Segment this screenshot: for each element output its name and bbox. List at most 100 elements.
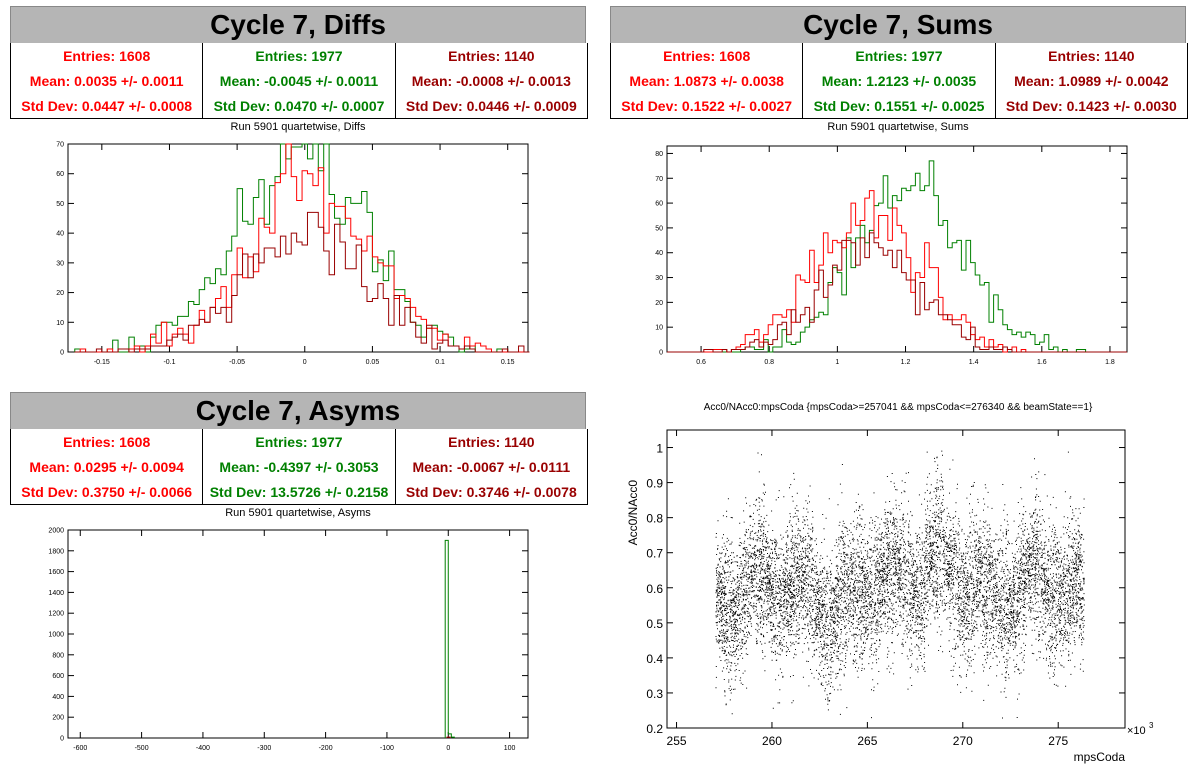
sums-stats-box: Entries: 1608 Mean: 1.0873 +/- 0.0038 St… bbox=[610, 43, 1188, 119]
stat-mean: Mean: 1.0989 +/- 0.0042 bbox=[1014, 72, 1169, 89]
y-tick-label: 0 bbox=[659, 350, 663, 357]
x-tick-label: 1.2 bbox=[901, 359, 911, 366]
y-tick-label: 50 bbox=[655, 225, 663, 232]
stat-entries: Entries: 1140 bbox=[448, 433, 535, 450]
scatter-plot: 255 260 265 270 275 0.2 0.3 0.4 0.5 0.6 0.7 0.8 0.9 1… bbox=[626, 429, 1154, 764]
x-tick-label: 270 bbox=[953, 734, 973, 748]
y-tick-label: 0.8 bbox=[646, 512, 663, 526]
plot-frame bbox=[67, 529, 529, 739]
y-tick-label: 30 bbox=[655, 275, 663, 282]
x-tick-label: -200 bbox=[319, 745, 333, 752]
x-tick-label: 0 bbox=[446, 745, 450, 752]
stat-entries: Entries: 1140 bbox=[448, 47, 535, 64]
y-tick-label: 0.5 bbox=[646, 617, 663, 631]
histogram-series-green bbox=[444, 539, 455, 738]
stat-entries: Entries: 1608 bbox=[63, 433, 151, 450]
stat-std: Std Dev: 0.0470 +/- 0.0007 bbox=[213, 97, 385, 114]
x-tick-label: 1.6 bbox=[1037, 359, 1047, 366]
histogram-series-2 bbox=[667, 190, 1127, 353]
sums-title: Cycle 7, Sums bbox=[610, 6, 1186, 44]
y-tick-label: 20 bbox=[655, 300, 663, 307]
y-axis-label: Acc0/NAcc0 bbox=[626, 480, 640, 546]
y-tick-label: 200 bbox=[52, 715, 64, 722]
asyms-stats-col-3: Entries: 1140 Mean: -0.0067 +/- 0.0111 S… bbox=[396, 429, 587, 504]
sums-stats-col-3: Entries: 1140 Mean: 1.0989 +/- 0.0042 St… bbox=[996, 43, 1187, 118]
asyms-subtitle: Run 5901 quartetwise, Asyms bbox=[225, 507, 371, 519]
y-tick-label: 0 bbox=[60, 736, 64, 743]
x-tick-label: 0.15 bbox=[501, 359, 515, 366]
y-tick-label: 0.7 bbox=[646, 547, 663, 561]
y-tick-label: 40 bbox=[56, 231, 64, 238]
plot-frame bbox=[666, 429, 1126, 729]
x-tick-label: -600 bbox=[73, 745, 87, 752]
x-tick-label: 0.1 bbox=[435, 359, 445, 366]
y-tick-label: 10 bbox=[655, 325, 663, 332]
stat-std: Std Dev: 13.5726 +/- 0.2158 bbox=[209, 483, 389, 500]
diffs-subtitle: Run 5901 quartetwise, Diffs bbox=[230, 121, 366, 133]
x-tick-label: 1 bbox=[835, 359, 839, 366]
scatter-points bbox=[715, 450, 1085, 719]
stat-std: Std Dev: 0.3746 +/- 0.0078 bbox=[405, 483, 577, 500]
x-tick-label: -400 bbox=[196, 745, 210, 752]
x-tick-label: 100 bbox=[504, 745, 516, 752]
sums-stats-col-1: Entries: 1608 Mean: 1.0873 +/- 0.0038 St… bbox=[611, 43, 804, 118]
y-tick-label: 0 bbox=[60, 350, 64, 357]
stat-std: Std Dev: 0.0446 +/- 0.0009 bbox=[405, 97, 577, 114]
stat-mean: Mean: 0.0035 +/- 0.0011 bbox=[29, 72, 184, 89]
y-tick-label: 50 bbox=[56, 201, 64, 208]
stat-entries: Entries: 1977 bbox=[855, 47, 943, 64]
y-tick-label: 1000 bbox=[48, 632, 64, 639]
stat-std: Std Dev: 0.0447 +/- 0.0008 bbox=[21, 97, 193, 114]
x-tick-label: -500 bbox=[135, 745, 149, 752]
y-tick-label: 80 bbox=[655, 151, 663, 158]
stat-std: Std Dev: 0.3750 +/- 0.0066 bbox=[21, 483, 193, 500]
y-tick-label: 60 bbox=[56, 171, 64, 178]
stat-mean: Mean: -0.0008 +/- 0.0013 bbox=[411, 72, 571, 89]
x-tick-label: 1.8 bbox=[1105, 359, 1115, 366]
diffs-title: Cycle 7, Diffs bbox=[10, 6, 586, 44]
x-tick-label: 0.6 bbox=[696, 359, 706, 366]
x-tick-label: 0 bbox=[303, 359, 307, 366]
stat-mean: Mean: 1.2123 +/- 0.0035 bbox=[821, 72, 977, 89]
plot-frame bbox=[666, 145, 1128, 353]
y-tick-label: 1200 bbox=[48, 611, 64, 618]
y-tick-label: 2000 bbox=[48, 528, 64, 535]
histogram-series-3 bbox=[667, 232, 1127, 353]
x-tick-label: -100 bbox=[380, 745, 394, 752]
histogram-series-3 bbox=[74, 211, 530, 353]
y-tick-label: 60 bbox=[655, 201, 663, 208]
y-tick-label: 600 bbox=[52, 673, 64, 680]
x-tick-label: -0.05 bbox=[229, 359, 245, 366]
histogram-series-darkred bbox=[446, 736, 451, 738]
x-tick-label: 0.8 bbox=[764, 359, 774, 366]
x-tick-label: -300 bbox=[257, 745, 271, 752]
y-tick-label: 800 bbox=[52, 652, 64, 659]
y-tick-label: 0.3 bbox=[646, 687, 663, 701]
diffs-stats-col-3: Entries: 1140 Mean: -0.0008 +/- 0.0013 S… bbox=[396, 43, 587, 118]
x-tick-label: 260 bbox=[762, 734, 782, 748]
y-tick-label: 10 bbox=[56, 320, 64, 327]
asyms-title: Cycle 7, Asyms bbox=[10, 392, 586, 430]
x-axis-exponent: ×10 bbox=[1127, 725, 1146, 737]
y-tick-label: 0.2 bbox=[646, 722, 663, 736]
diffs-stats-col-1: Entries: 1608 Mean: 0.0035 +/- 0.0011 St… bbox=[11, 43, 204, 118]
diffs-histogram: -0.15 -0.1 -0.05 0 0.05 0.1 0.15 0 10 20 30 40 50 60 7… bbox=[56, 142, 530, 366]
stat-entries: Entries: 1140 bbox=[1048, 47, 1135, 64]
y-tick-label: 70 bbox=[56, 142, 64, 149]
x-tick-label: 0.05 bbox=[366, 359, 380, 366]
diffs-stats-box: Entries: 1608 Mean: 0.0035 +/- 0.0011 St… bbox=[10, 43, 588, 119]
x-axis-exponent-power: 3 bbox=[1149, 721, 1154, 730]
stat-entries: Entries: 1608 bbox=[63, 47, 151, 64]
y-tick-label: 30 bbox=[56, 260, 64, 267]
y-tick-label: 20 bbox=[56, 290, 64, 297]
x-tick-label: 255 bbox=[667, 734, 687, 748]
y-tick-label: 0.4 bbox=[646, 652, 663, 666]
y-tick-label: 400 bbox=[52, 694, 64, 701]
histogram-series-2 bbox=[74, 143, 530, 353]
x-tick-label: -0.15 bbox=[94, 359, 110, 366]
stat-entries: Entries: 1608 bbox=[663, 47, 751, 64]
y-tick-label: 0.9 bbox=[646, 477, 663, 491]
stat-mean: Mean: -0.4397 +/- 0.3053 bbox=[219, 458, 379, 475]
x-tick-label: 275 bbox=[1048, 734, 1068, 748]
stat-mean: Mean: 0.0295 +/- 0.0094 bbox=[29, 458, 184, 475]
